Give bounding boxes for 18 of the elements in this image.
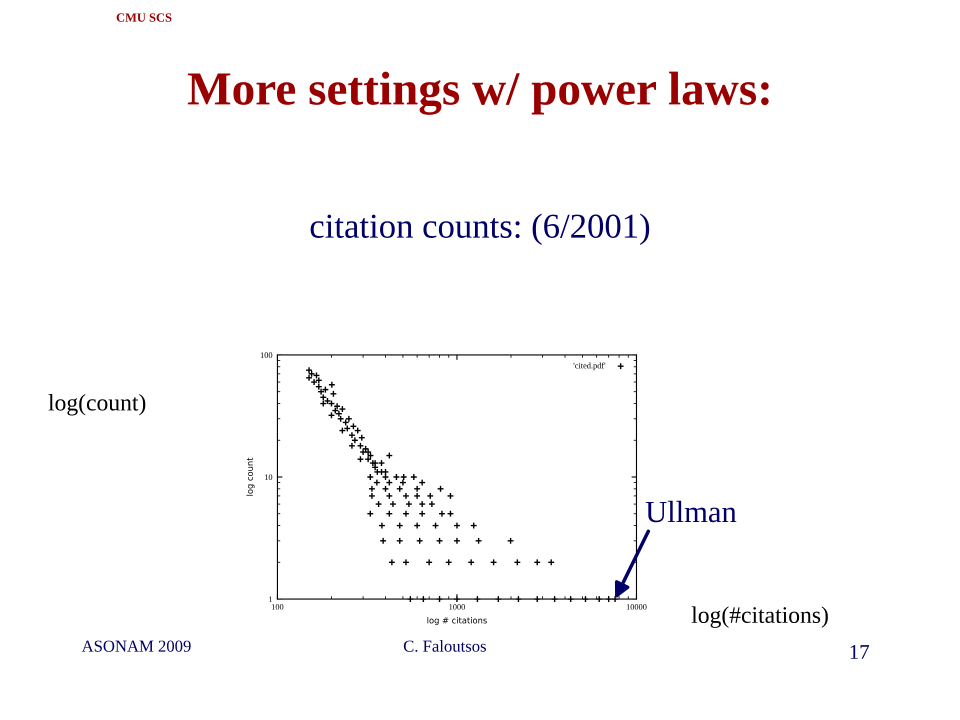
y-tick-label: 100	[260, 352, 272, 358]
text: 17	[850, 645, 870, 659]
chart-title: More settings w/ power laws:	[188, 72, 769, 115]
x-tick-label: 10000	[626, 604, 647, 610]
x-axis-title: log # citations	[427, 617, 487, 626]
text: log(#citations)	[692, 606, 828, 628]
legend-label: 'cited.pdf'	[574, 362, 606, 370]
y-tick-label: 10	[264, 474, 272, 480]
text: ASONAM 2009	[82, 640, 191, 652]
chart-subtitle: citation counts: (6/2001)	[310, 214, 650, 245]
x-tick-label: 1000	[449, 604, 465, 610]
x-tick-label: 100	[272, 604, 284, 610]
y-tick-label: 1	[269, 596, 272, 602]
annotation: Ullman	[646, 500, 736, 522]
y-axis-title: log count	[246, 458, 255, 496]
text: CMU SCS	[116, 13, 172, 22]
text: log(count)	[48, 394, 146, 416]
text: C. Faloutsos	[404, 640, 486, 652]
